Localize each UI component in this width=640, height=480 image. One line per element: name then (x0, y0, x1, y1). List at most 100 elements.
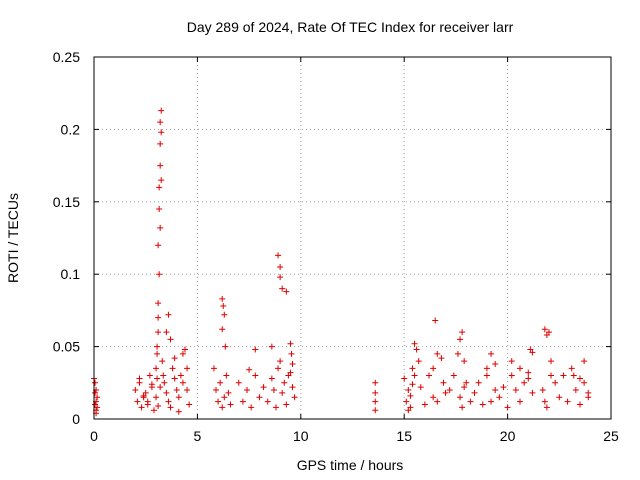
x-tick-label: 15 (396, 428, 412, 444)
data-point (548, 372, 555, 379)
data-point (235, 379, 242, 386)
data-point (175, 394, 182, 401)
data-point (256, 394, 263, 401)
data-point (167, 404, 174, 411)
plot-frame (93, 56, 612, 420)
data-point (239, 398, 246, 405)
data-point (405, 387, 412, 394)
y-tick-label: 0.25 (53, 49, 80, 65)
data-point (508, 372, 515, 379)
data-point (545, 329, 552, 336)
data-point (488, 398, 495, 405)
data-point (372, 389, 379, 396)
data-point (517, 398, 524, 405)
data-point (165, 398, 172, 405)
data-point (220, 303, 227, 310)
data-point (154, 343, 161, 350)
y-axis-label: ROTI / TECUs (5, 193, 21, 283)
data-point (186, 401, 193, 408)
data-point (492, 360, 499, 367)
data-point (568, 365, 575, 372)
data-point (165, 311, 172, 318)
data-point (156, 271, 163, 278)
data-point (150, 407, 157, 414)
data-point (219, 295, 226, 302)
data-point (179, 379, 186, 386)
data-point (177, 372, 184, 379)
data-point (560, 372, 567, 379)
data-point (155, 329, 162, 336)
data-point (543, 404, 550, 411)
data-point (134, 398, 141, 405)
data-point (283, 401, 290, 408)
data-point (157, 162, 164, 169)
data-point (411, 372, 418, 379)
data-point (454, 350, 461, 357)
data-point (277, 274, 284, 281)
data-point (264, 398, 271, 405)
data-point (157, 224, 164, 231)
data-point (529, 349, 536, 356)
data-point (146, 372, 153, 379)
data-point (154, 350, 161, 357)
data-point (291, 394, 298, 401)
data-point (430, 365, 437, 372)
data-point (492, 387, 499, 394)
data-point (155, 242, 162, 249)
data-point (281, 379, 288, 386)
data-point (268, 343, 275, 350)
data-point (283, 288, 290, 295)
data-point (221, 311, 228, 318)
data-point (94, 394, 101, 401)
data-point (440, 379, 447, 386)
data-point (556, 394, 563, 401)
data-point (163, 329, 170, 336)
data-point (221, 394, 228, 401)
data-point (572, 387, 579, 394)
data-point (525, 369, 532, 376)
data-point (225, 389, 232, 396)
data-point (248, 404, 255, 411)
data-point (279, 285, 286, 292)
data-point (430, 394, 437, 401)
data-point (160, 372, 167, 379)
data-point (268, 375, 275, 382)
data-point (155, 402, 162, 409)
data-point (167, 336, 174, 343)
y-tick-labels: 0 0.05 0.1 0.15 0.2 0.25 (53, 49, 80, 427)
data-point (279, 389, 286, 396)
data-point (219, 404, 226, 411)
data-point (512, 387, 519, 394)
data-point (158, 129, 165, 136)
data-point (461, 358, 468, 365)
data-point (217, 379, 224, 386)
data-points (91, 107, 592, 417)
data-point (153, 394, 160, 401)
data-point (275, 252, 282, 259)
y-tick-label: 0.2 (61, 121, 81, 137)
data-point (277, 358, 284, 365)
data-point (457, 336, 464, 343)
chart-title: Day 289 of 2024, Rate Of TEC Index for r… (187, 19, 514, 35)
data-point (92, 389, 99, 396)
y-tick-label: 0 (72, 411, 80, 427)
x-tick-label: 10 (293, 428, 309, 444)
data-point (163, 389, 170, 396)
data-point (570, 372, 577, 379)
data-point (372, 398, 379, 405)
data-point (517, 365, 524, 372)
data-point (438, 355, 445, 362)
data-point (585, 394, 592, 401)
data-point (222, 343, 229, 350)
data-point (161, 379, 168, 386)
data-point (411, 340, 418, 347)
data-point (564, 398, 571, 405)
data-point (463, 379, 470, 386)
x-tick-label: 5 (194, 428, 202, 444)
data-point (132, 387, 139, 394)
data-point (405, 407, 412, 414)
data-point (496, 394, 503, 401)
data-point (417, 384, 424, 391)
data-point (471, 389, 478, 396)
data-point (288, 350, 295, 357)
